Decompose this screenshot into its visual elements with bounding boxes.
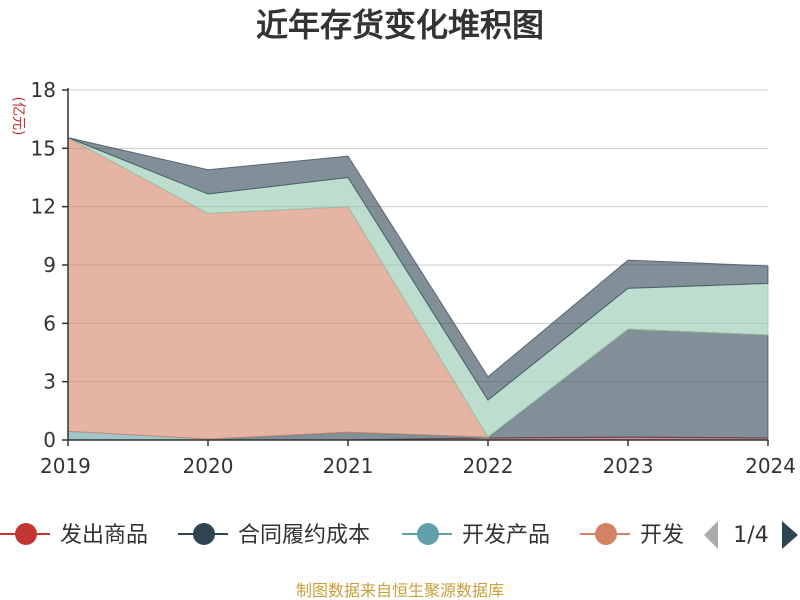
legend-marker <box>15 523 37 545</box>
y-tick-label: 3 <box>43 370 56 394</box>
x-tick-label: 2021 <box>323 454 374 478</box>
y-axis-label: (亿元) <box>10 97 26 136</box>
legend-marker <box>193 523 215 545</box>
legend: 发出商品 合同履约成本 开发产品 开发 1/4 <box>0 521 798 549</box>
legend-label: 开发 <box>640 523 684 548</box>
x-tick-label: 2022 <box>463 454 514 478</box>
legend-item[interactable]: 开发 <box>580 523 684 548</box>
y-tick-label: 0 <box>43 428 56 452</box>
y-tick-label: 6 <box>43 311 56 335</box>
y-tick-label: 12 <box>31 195 56 219</box>
legend-marker <box>417 523 439 545</box>
source-note: 制图数据来自恒生聚源数据库 <box>296 581 504 600</box>
legend-label: 合同履约成本 <box>238 523 370 548</box>
area-series <box>67 136 769 441</box>
x-tick-label: 2024 <box>745 454 796 478</box>
legend-page-indicator: 1/4 <box>733 523 768 548</box>
legend-label: 发出商品 <box>60 523 148 548</box>
y-tick-label: 15 <box>31 136 56 160</box>
y-tick-label: 9 <box>43 253 56 277</box>
x-tick-label: 2019 <box>40 454 91 478</box>
legend-label: 开发产品 <box>462 523 550 548</box>
legend-marker <box>595 523 617 545</box>
x-tick-label: 2020 <box>183 454 234 478</box>
legend-prev-page-icon[interactable] <box>704 521 718 549</box>
legend-item[interactable]: 合同履约成本 <box>178 523 370 548</box>
chart-title: 近年存货变化堆积图 <box>256 6 544 44</box>
legend-next-page-icon[interactable] <box>782 521 798 549</box>
series-area-5 <box>67 137 769 401</box>
axes: 0 3 6 9 12 15 18 2019 2020 2021 2022 2023 2024 <box>31 78 796 478</box>
legend-item[interactable]: 发出商品 <box>0 523 148 548</box>
x-tick-label: 2023 <box>603 454 654 478</box>
legend-item[interactable]: 开发产品 <box>402 523 550 548</box>
y-tick-label: 18 <box>31 78 56 102</box>
